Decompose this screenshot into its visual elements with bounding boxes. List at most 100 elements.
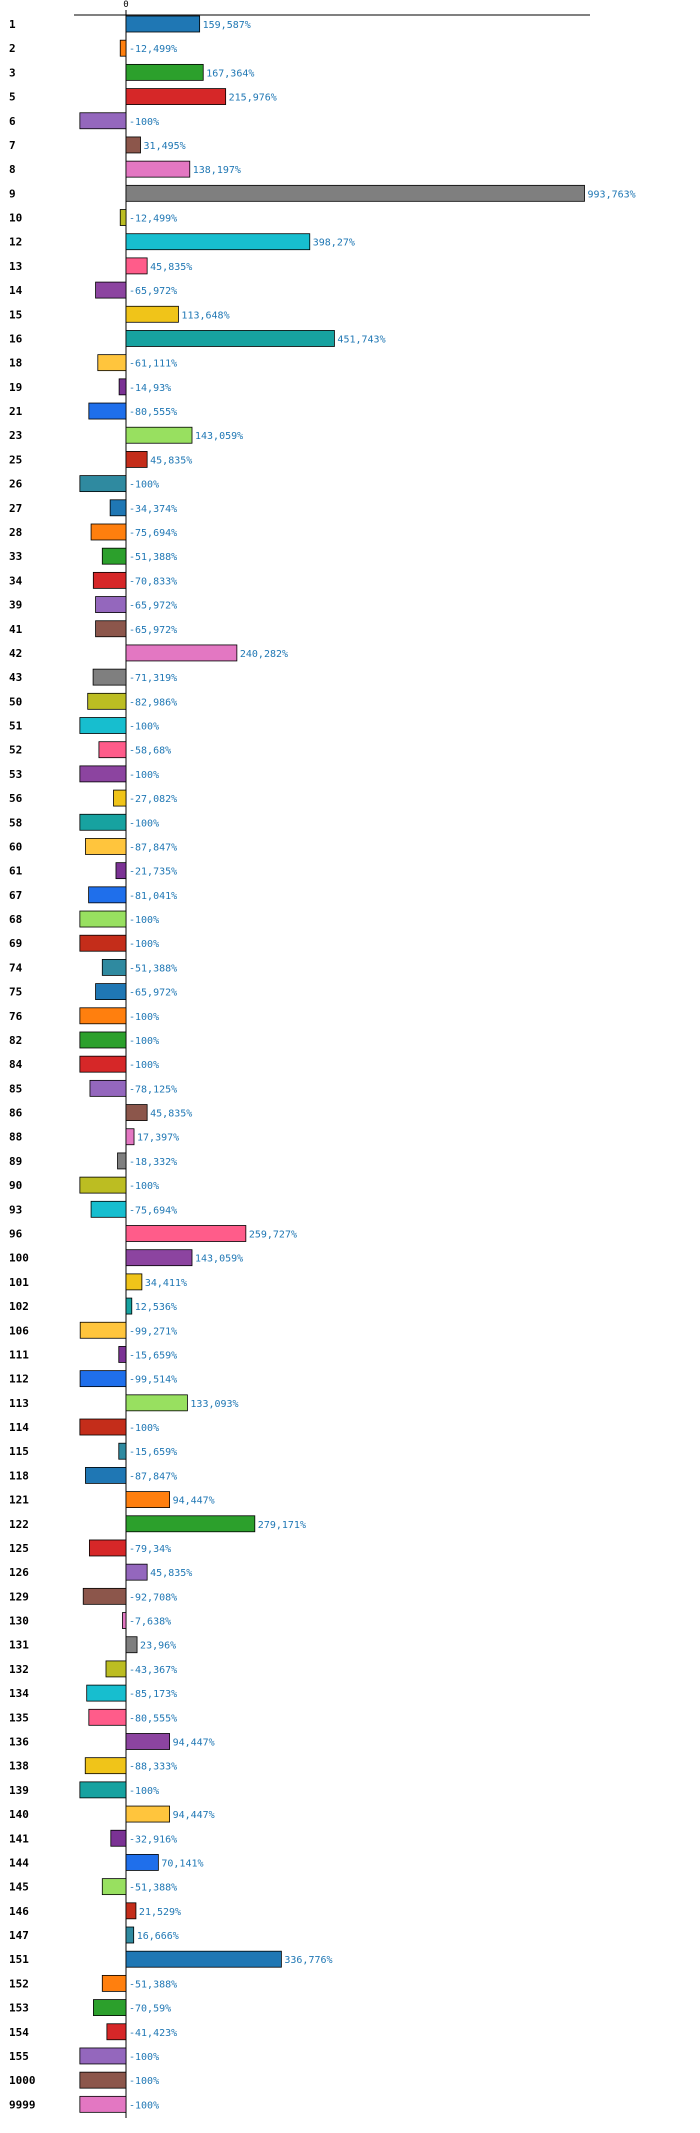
bar [125, 15, 201, 33]
value-label: 993,763% [588, 189, 636, 200]
category-label: 12 [9, 236, 22, 249]
category-label: 39 [9, 599, 22, 612]
category-label: 9 [9, 187, 16, 200]
bar [118, 1346, 127, 1363]
bar [125, 1926, 135, 1944]
value-label: -75,694% [129, 1205, 177, 1216]
value-label: -15,659% [129, 1350, 177, 1361]
category-label: 10 [9, 212, 22, 225]
category-label: 14 [9, 284, 23, 297]
value-label: 45,835% [150, 455, 192, 466]
bar [79, 112, 127, 130]
value-label: -100% [129, 1060, 159, 1071]
bar [125, 136, 141, 154]
category-label: 60 [9, 840, 22, 853]
category-label: 6 [9, 115, 16, 128]
category-label: 56 [9, 792, 23, 805]
category-label: 126 [9, 1566, 29, 1579]
category-label: 153 [9, 2002, 29, 2015]
value-label: 45,835% [150, 262, 192, 273]
category-label: 118 [9, 1469, 29, 1482]
bar [125, 88, 227, 105]
category-label: 51 [9, 720, 23, 733]
value-label: -32,916% [129, 1834, 177, 1845]
value-label: 167,364% [206, 68, 254, 79]
value-label: 240,282% [240, 649, 288, 660]
category-label: 1 [9, 18, 16, 31]
value-label: -100% [129, 2052, 159, 2063]
bar [79, 813, 127, 831]
value-label: -27,082% [129, 794, 177, 805]
bar [105, 1660, 127, 1678]
category-label: 21 [9, 405, 23, 418]
category-label: 69 [9, 937, 22, 950]
bar [125, 305, 179, 323]
bar [79, 765, 127, 783]
value-label: -82,986% [129, 697, 177, 708]
bar [106, 2023, 127, 2041]
value-label: 23,96% [140, 1641, 176, 1652]
value-label: 17,397% [137, 1133, 179, 1144]
category-label: 86 [9, 1107, 23, 1120]
bar [79, 1781, 127, 1799]
value-label: 94,447% [173, 1737, 215, 1748]
bar [79, 1321, 127, 1339]
bar [97, 354, 127, 372]
value-label: 143,059% [195, 431, 243, 442]
bar [79, 910, 127, 928]
bar [125, 1225, 247, 1242]
category-label: 27 [9, 502, 22, 515]
category-label: 130 [9, 1615, 29, 1628]
value-label: -100% [129, 818, 159, 829]
bar [125, 257, 148, 275]
value-label: -100% [129, 1036, 159, 1047]
category-label: 1000 [9, 2074, 36, 2087]
category-label: 144 [9, 1856, 29, 1869]
category-label: 135 [9, 1711, 29, 1724]
value-label: -79,34% [129, 1544, 171, 1555]
value-label: -61,111% [129, 359, 177, 370]
bar [122, 1612, 127, 1629]
category-label: 43 [9, 671, 22, 684]
category-label: 89 [9, 1155, 22, 1168]
value-label: 94,447% [173, 1810, 215, 1821]
value-label: 143,059% [195, 1254, 243, 1265]
category-label: 101 [9, 1276, 29, 1289]
bar [118, 1442, 127, 1460]
category-label: 111 [9, 1348, 29, 1361]
category-label: 106 [9, 1324, 29, 1337]
bar [125, 451, 148, 468]
category-label: 13 [9, 260, 22, 273]
value-label: -12,499% [129, 214, 177, 225]
bar [87, 692, 127, 710]
value-label: 215,976% [229, 93, 277, 104]
bar [125, 1854, 159, 1871]
category-label: 58 [9, 816, 22, 829]
bar [109, 499, 127, 517]
value-label: -100% [129, 1012, 159, 1023]
category-label: 5 [9, 91, 16, 104]
value-label: -51,388% [129, 963, 177, 974]
value-label: -85,173% [129, 1689, 177, 1700]
bar [86, 1684, 127, 1702]
value-label: 34,411% [145, 1278, 187, 1289]
category-label: 28 [9, 526, 22, 539]
value-label: -70,59% [129, 2004, 171, 2015]
bar [119, 209, 127, 226]
category-label: 67 [9, 889, 22, 902]
category-label: 82 [9, 1034, 22, 1047]
category-label: 9999 [9, 2098, 36, 2111]
bar [125, 1491, 170, 1508]
value-label: 113,648% [181, 310, 229, 321]
category-label: 122 [9, 1518, 29, 1531]
value-label: -51,388% [129, 1979, 177, 1990]
bar [93, 1999, 127, 2016]
value-label: -18,332% [129, 1157, 177, 1168]
category-label: 146 [9, 1905, 29, 1918]
category-label: 140 [9, 1808, 29, 1821]
value-label: 70,141% [161, 1858, 203, 1869]
bar [125, 1515, 256, 1533]
category-label: 132 [9, 1663, 29, 1676]
bar [110, 1829, 127, 1847]
bar [101, 547, 127, 565]
